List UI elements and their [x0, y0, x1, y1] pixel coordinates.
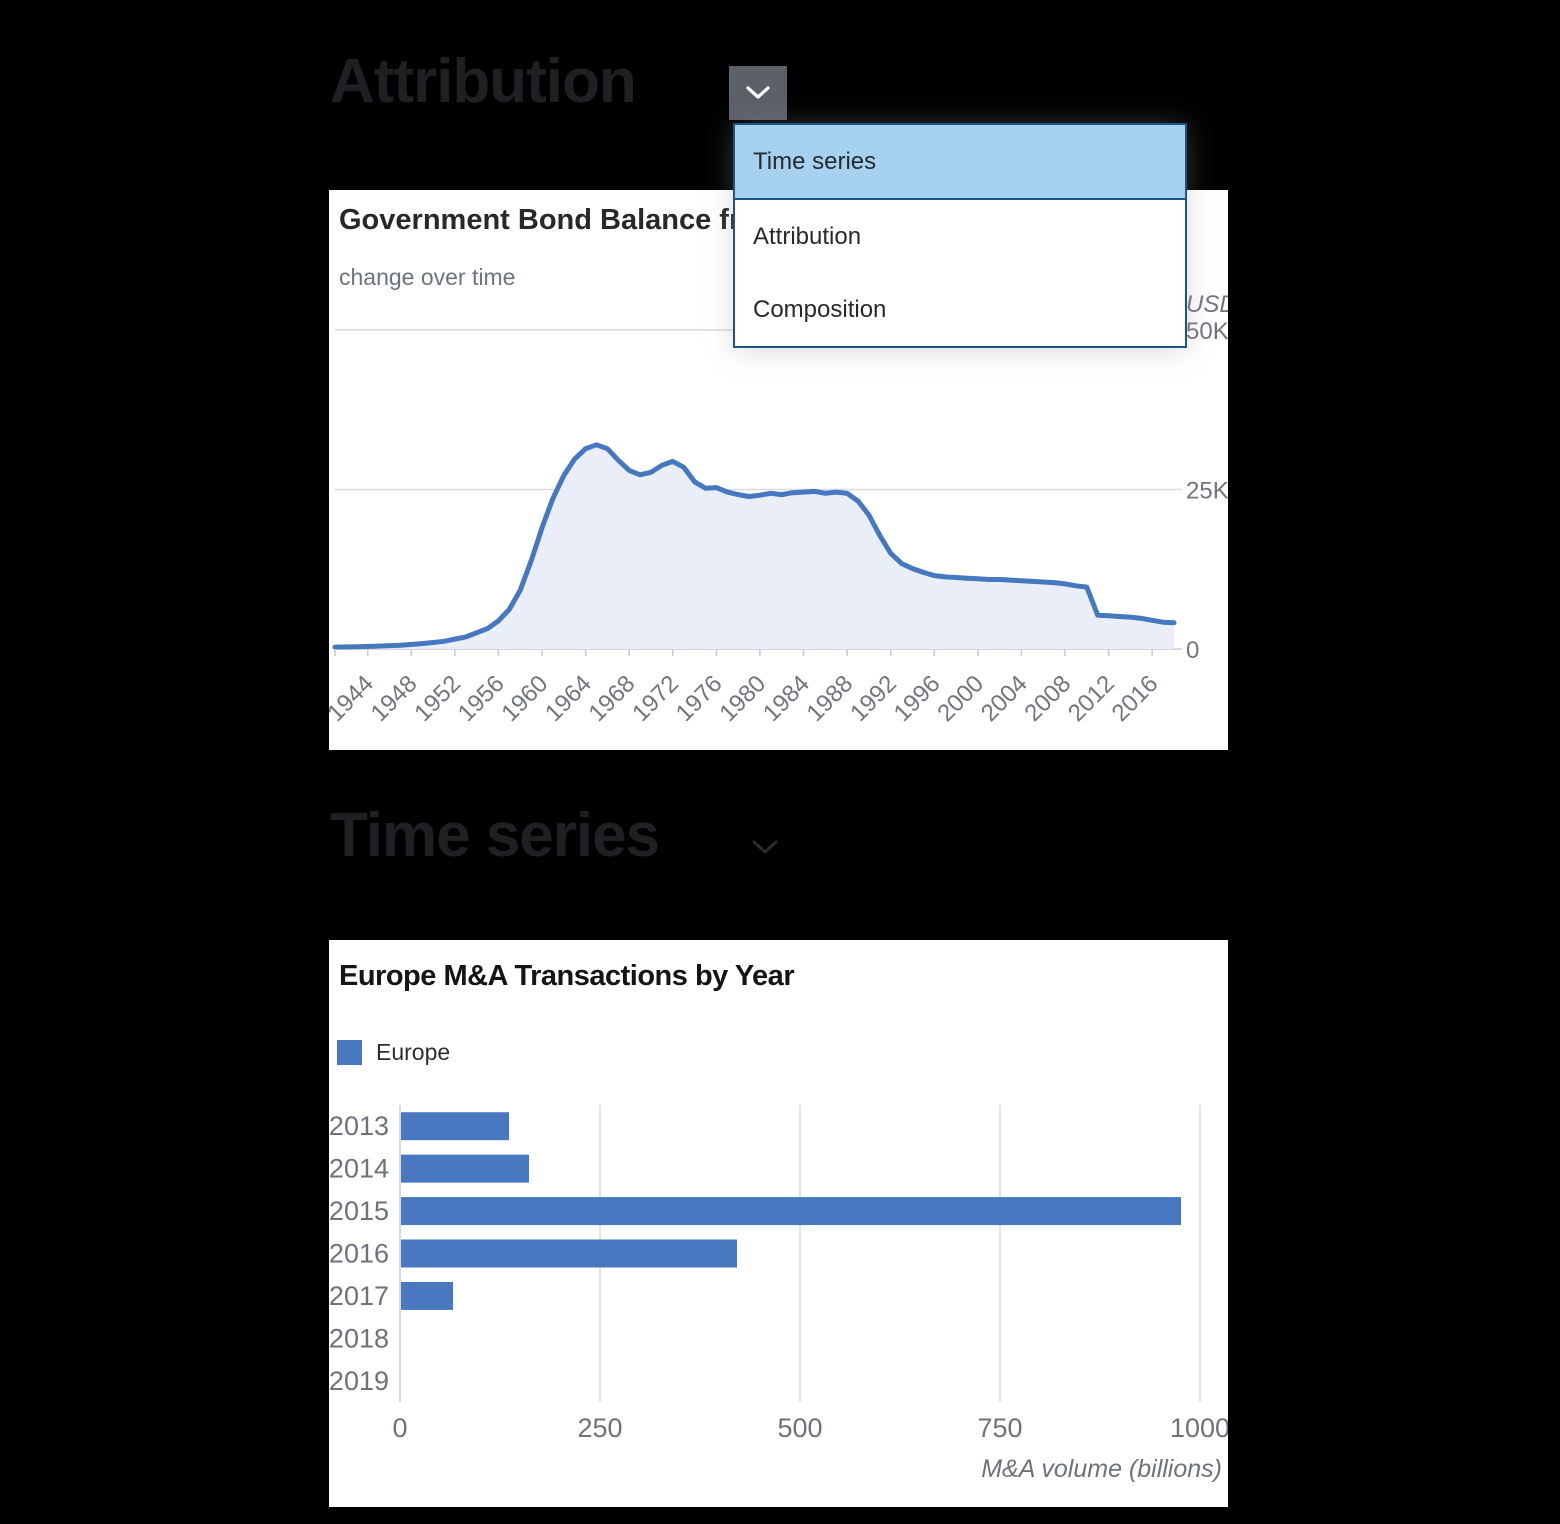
bond-chart-title: Government Bond Balance fr [339, 204, 741, 236]
svg-text:1984: 1984 [758, 670, 815, 727]
svg-text:0: 0 [1186, 637, 1199, 664]
svg-text:0: 0 [392, 1413, 407, 1443]
svg-text:1964: 1964 [540, 670, 597, 727]
bars [401, 1112, 1181, 1310]
bond-area-chart: 1944194819521956196019641968197219761980… [329, 291, 1228, 727]
svg-text:2018: 2018 [329, 1323, 389, 1353]
svg-text:USD: USD [1186, 291, 1228, 318]
svg-text:2008: 2008 [1019, 670, 1076, 727]
bar-2017 [401, 1281, 453, 1310]
svg-text:1968: 1968 [584, 670, 641, 727]
svg-text:2016: 2016 [1107, 670, 1164, 727]
svg-text:2016: 2016 [329, 1239, 389, 1269]
svg-text:1948: 1948 [366, 670, 423, 727]
bar-2015 [401, 1197, 1181, 1226]
bar-2013 [401, 1112, 509, 1141]
timeseries-heading-chevron-down-icon[interactable] [751, 838, 779, 861]
x-axis-title: M&A volume (billions) [981, 1455, 1222, 1483]
svg-text:1972: 1972 [627, 670, 684, 727]
dropdown-item-composition[interactable]: Composition [753, 296, 887, 323]
svg-text:250: 250 [577, 1413, 622, 1443]
svg-text:1992: 1992 [845, 670, 902, 727]
ma-chart-legend: Europe [337, 1039, 450, 1066]
y-axis-labels: USD 0 25K 50K [1186, 291, 1228, 664]
bond-line [332, 442, 1177, 650]
svg-text:2019: 2019 [329, 1366, 389, 1396]
svg-text:1980: 1980 [714, 670, 771, 727]
dropdown-item-attribution[interactable]: Attribution [753, 223, 862, 250]
legend-swatch-europe [337, 1040, 362, 1065]
ma-chart-title: Europe M&A Transactions by Year [339, 960, 795, 992]
bar-2016 [401, 1239, 737, 1268]
svg-text:500: 500 [777, 1413, 822, 1443]
svg-text:50K: 50K [1186, 318, 1228, 345]
section-dropdown-toggle-button[interactable] [729, 66, 787, 120]
svg-text:1960: 1960 [496, 670, 553, 727]
svg-text:2014: 2014 [329, 1154, 389, 1184]
svg-text:1956: 1956 [453, 670, 510, 727]
timeseries-section-heading: Time series [330, 801, 660, 870]
x-axis-ticks: 1944194819521956196019641968197219761980… [329, 649, 1163, 727]
svg-text:2017: 2017 [329, 1281, 389, 1311]
bar-2014 [401, 1154, 529, 1183]
attribution-section-heading: Attribution [330, 47, 637, 116]
chevron-down-icon [746, 86, 770, 100]
dropdown-item-time-series[interactable]: Time series [735, 125, 1185, 200]
svg-text:1996: 1996 [889, 670, 946, 727]
svg-text:1000: 1000 [1170, 1413, 1228, 1443]
category-labels: 2013 2014 2015 2016 2017 2018 2019 [329, 1111, 389, 1396]
svg-text:750: 750 [977, 1413, 1022, 1443]
legend-label-europe: Europe [376, 1039, 451, 1065]
svg-text:2012: 2012 [1063, 670, 1120, 727]
bond-area-fill [335, 444, 1174, 649]
svg-text:2013: 2013 [329, 1111, 389, 1141]
bond-chart-subtitle: change over time [339, 264, 516, 290]
svg-text:1944: 1944 [329, 670, 379, 727]
svg-text:1976: 1976 [671, 670, 728, 727]
svg-text:2004: 2004 [976, 670, 1033, 727]
svg-text:1988: 1988 [802, 670, 859, 727]
svg-text:1952: 1952 [409, 670, 466, 727]
section-dropdown-menu: Time series Attribution Composition [733, 123, 1187, 348]
svg-text:2000: 2000 [932, 670, 989, 727]
svg-text:2015: 2015 [329, 1196, 389, 1226]
ma-chart-card: Europe M&A Transactions by Year Europe 2… [329, 940, 1228, 1507]
x-axis-labels: 0 250 500 750 1000 [392, 1413, 1228, 1443]
svg-text:25K: 25K [1186, 478, 1228, 505]
